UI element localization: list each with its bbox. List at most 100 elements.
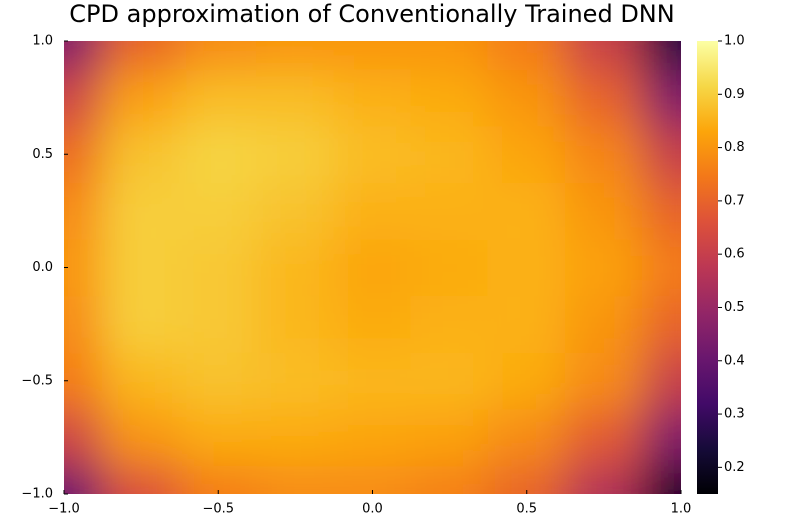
heatmap-cell <box>64 351 104 410</box>
heatmap-cell <box>487 41 566 70</box>
heatmap-cell <box>410 408 489 467</box>
heatmap-cell <box>179 295 258 353</box>
heatmap-cell <box>641 41 681 70</box>
heatmap-cell <box>564 68 643 127</box>
heatmap-cell <box>102 408 181 467</box>
heatmap-cell <box>410 351 489 410</box>
heatmap-cell <box>102 182 181 240</box>
heatmap-cell <box>256 465 335 494</box>
colorbar <box>697 41 718 494</box>
colorbar-tick-label: 0.4 <box>724 353 745 368</box>
colorbar-tick-label: 1.0 <box>724 34 745 49</box>
heatmap-cell <box>102 351 181 410</box>
heatmap-cell <box>179 351 258 410</box>
heatmap-cell <box>256 295 335 353</box>
heatmap-cell <box>333 351 412 410</box>
y-tick-label: −0.5 <box>21 373 53 388</box>
heatmap-cell <box>179 125 258 184</box>
heatmap-cell <box>179 68 258 127</box>
heatmap-cell <box>564 125 643 184</box>
heatmap-cell <box>256 351 335 410</box>
heatmap-cell <box>256 125 335 184</box>
heatmap-cell <box>333 238 412 297</box>
chart-title: CPD approximation of Conventionally Trai… <box>69 0 674 28</box>
heatmap-cell <box>102 68 181 127</box>
heatmap-cell <box>102 465 181 494</box>
heatmap-cell <box>564 41 643 70</box>
heatmap-cell <box>179 182 258 240</box>
heatmap-cell <box>410 465 489 494</box>
heatmap-cell <box>179 41 258 70</box>
heatmap-cell <box>564 351 643 410</box>
heatmap-cell <box>564 295 643 353</box>
heatmap-cell <box>256 182 335 240</box>
heatmap-cell <box>102 125 181 184</box>
heatmap-cell <box>179 408 258 467</box>
heatmap-cell <box>410 238 489 297</box>
y-tick-label: 1.0 <box>32 34 53 49</box>
heatmap-cell <box>487 408 566 467</box>
plot-area <box>64 41 681 494</box>
colorbar-tick-label: 0.7 <box>724 193 745 208</box>
heatmap-cell <box>641 351 681 410</box>
heatmap-cell <box>256 408 335 467</box>
heatmap-cell <box>410 182 489 240</box>
x-tick-label: −1.0 <box>48 502 80 517</box>
heatmap-cell <box>487 182 566 240</box>
colorbar-tick-label: 0.5 <box>724 300 745 315</box>
heatmap-cell <box>641 408 681 467</box>
heatmap-cell <box>564 182 643 240</box>
heatmap-cell <box>64 295 104 353</box>
heatmap-cell <box>64 182 104 240</box>
colorbar-tick-label: 0.3 <box>724 407 745 422</box>
y-tick-label: 0.5 <box>32 147 53 162</box>
heatmap-cell <box>487 465 566 494</box>
heatmap-cell <box>564 238 643 297</box>
heatmap-cell <box>564 408 643 467</box>
heatmap-cell <box>179 238 258 297</box>
heatmap <box>64 41 681 494</box>
heatmap-cell <box>64 465 104 494</box>
heatmap-cell <box>64 238 104 297</box>
heatmap-cell <box>64 408 104 467</box>
colorbar-tick-label: 0.2 <box>724 460 745 475</box>
heatmap-cell <box>487 295 566 353</box>
heatmap-cell <box>487 68 566 127</box>
heatmap-cell <box>64 68 104 127</box>
heatmap-cell <box>641 125 681 184</box>
colorbar-tick-label: 0.9 <box>724 87 745 102</box>
heatmap-cell <box>333 68 412 127</box>
heatmap-cell <box>641 465 681 494</box>
heatmap-cell <box>487 238 566 297</box>
colorbar-tick-label: 0.6 <box>724 247 745 262</box>
x-tick-label: 0.0 <box>362 502 383 517</box>
x-tick-label: −0.5 <box>202 502 234 517</box>
y-tick-label: 0.0 <box>32 260 53 275</box>
heatmap-cell <box>256 41 335 70</box>
heatmap-cell <box>333 41 412 70</box>
heatmap-cell <box>410 41 489 70</box>
heatmap-cell <box>333 182 412 240</box>
heatmap-cell <box>410 68 489 127</box>
heatmap-cell <box>564 465 643 494</box>
heatmap-cell <box>333 408 412 467</box>
heatmap-cell <box>102 238 181 297</box>
heatmap-cell <box>64 41 104 70</box>
heatmap-cell <box>487 125 566 184</box>
heatmap-cell <box>333 125 412 184</box>
colorbar-tick-label: 0.8 <box>724 140 745 155</box>
heatmap-cell <box>641 295 681 353</box>
heatmap-cell <box>410 125 489 184</box>
heatmap-cell <box>64 125 104 184</box>
heatmap-cell <box>487 351 566 410</box>
y-tick-label: −1.0 <box>21 487 53 502</box>
heatmap-cell <box>641 238 681 297</box>
heatmap-cell <box>102 295 181 353</box>
heatmap-cell <box>179 465 258 494</box>
x-tick-label: 0.5 <box>516 502 537 517</box>
heatmap-cell <box>410 295 489 353</box>
heatmap-cell <box>641 182 681 240</box>
heatmap-cell <box>256 68 335 127</box>
